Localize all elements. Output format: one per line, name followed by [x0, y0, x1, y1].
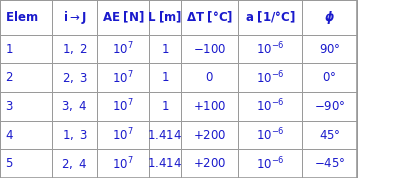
Text: $1.414$: $1.414$ — [147, 157, 182, 170]
Bar — [149, 35, 181, 63]
Text: $10^{-6}$: $10^{-6}$ — [256, 127, 284, 143]
Text: $+200$: $+200$ — [193, 157, 226, 170]
Text: $10^{7}$: $10^{7}$ — [112, 127, 134, 143]
Bar — [52, 0, 97, 35]
Text: $-100$: $-100$ — [193, 43, 226, 56]
Text: $3,\ 4$: $3,\ 4$ — [62, 99, 87, 113]
Text: $1.414$: $1.414$ — [147, 129, 182, 142]
Bar — [0, 149, 52, 178]
Text: $10^{7}$: $10^{7}$ — [112, 155, 134, 172]
Text: $\boldsymbol{\phi}$: $\boldsymbol{\phi}$ — [324, 9, 335, 26]
Bar — [52, 121, 97, 149]
Text: $1,\ 2$: $1,\ 2$ — [62, 42, 87, 56]
Text: $5$: $5$ — [5, 157, 13, 170]
Bar — [97, 92, 149, 121]
Text: $2,\ 4$: $2,\ 4$ — [62, 157, 87, 171]
Text: $\mathbf{Elem}$: $\mathbf{Elem}$ — [5, 10, 38, 24]
Bar — [181, 92, 238, 121]
Bar — [0, 35, 52, 63]
Bar — [52, 149, 97, 178]
Text: $\mathit{\mathbf{a}}\mathbf{\ [1/°C]}$: $\mathit{\mathbf{a}}\mathbf{\ [1/°C]}$ — [245, 10, 295, 25]
Bar — [97, 0, 149, 35]
Bar — [181, 63, 238, 92]
Bar — [181, 0, 238, 35]
Text: $1$: $1$ — [160, 71, 169, 84]
Bar — [149, 63, 181, 92]
Text: $10^{7}$: $10^{7}$ — [112, 69, 134, 86]
Bar — [97, 35, 149, 63]
Text: $\mathit{\mathbf{L}}\ \mathbf{[m]}$: $\mathit{\mathbf{L}}\ \mathbf{[m]}$ — [147, 10, 182, 25]
Bar — [149, 149, 181, 178]
Text: $10^{-6}$: $10^{-6}$ — [256, 98, 284, 115]
Bar — [238, 121, 302, 149]
Bar — [52, 35, 97, 63]
Text: $2,\ 3$: $2,\ 3$ — [62, 71, 87, 85]
Text: $1,\ 3$: $1,\ 3$ — [62, 128, 87, 142]
Bar — [52, 92, 97, 121]
Text: $1$: $1$ — [5, 43, 13, 56]
Bar — [238, 0, 302, 35]
Bar — [97, 121, 149, 149]
Text: $\mathit{\mathbf{i}} \rightarrow \mathit{\mathbf{J}}$: $\mathit{\mathbf{i}} \rightarrow \mathit… — [63, 9, 86, 26]
Bar — [238, 63, 302, 92]
Text: $\mathbf{\Delta}\mathit{\mathbf{T}}\mathbf{\ [°C]}$: $\mathbf{\Delta}\mathit{\mathbf{T}}\math… — [186, 10, 233, 25]
Bar — [302, 149, 357, 178]
Text: $10^{-6}$: $10^{-6}$ — [256, 41, 284, 57]
Text: $0$: $0$ — [205, 71, 214, 84]
Text: $1$: $1$ — [160, 43, 169, 56]
Text: $+100$: $+100$ — [193, 100, 226, 113]
Text: $10^{-6}$: $10^{-6}$ — [256, 69, 284, 86]
Text: $-90°$: $-90°$ — [314, 100, 345, 113]
Text: $10^{7}$: $10^{7}$ — [112, 41, 134, 57]
Bar — [52, 63, 97, 92]
Bar — [302, 121, 357, 149]
Bar — [302, 35, 357, 63]
Bar — [0, 92, 52, 121]
Text: $1$: $1$ — [160, 100, 169, 113]
Bar — [302, 63, 357, 92]
Text: $90°$: $90°$ — [319, 43, 340, 56]
Text: $3$: $3$ — [5, 100, 13, 113]
Bar — [149, 121, 181, 149]
Text: $45°$: $45°$ — [319, 129, 340, 142]
Bar — [181, 35, 238, 63]
Text: $10^{7}$: $10^{7}$ — [112, 98, 134, 115]
Bar — [0, 0, 52, 35]
Bar — [181, 149, 238, 178]
Text: $4$: $4$ — [5, 129, 13, 142]
Bar — [302, 0, 357, 35]
Text: $-45°$: $-45°$ — [314, 157, 345, 170]
Text: $10^{-6}$: $10^{-6}$ — [256, 155, 284, 172]
Bar — [238, 92, 302, 121]
Bar — [0, 121, 52, 149]
Bar — [238, 35, 302, 63]
Bar — [238, 149, 302, 178]
Bar — [149, 0, 181, 35]
Bar — [0, 63, 52, 92]
Text: $0°$: $0°$ — [322, 71, 337, 84]
Bar — [97, 63, 149, 92]
Bar — [302, 92, 357, 121]
Text: $2$: $2$ — [5, 71, 13, 84]
Bar — [97, 149, 149, 178]
Bar — [149, 92, 181, 121]
Text: $\mathit{\mathbf{AE}}\ \mathbf{[N]}$: $\mathit{\mathbf{AE}}\ \mathbf{[N]}$ — [102, 10, 145, 25]
Text: $+200$: $+200$ — [193, 129, 226, 142]
Bar — [181, 121, 238, 149]
